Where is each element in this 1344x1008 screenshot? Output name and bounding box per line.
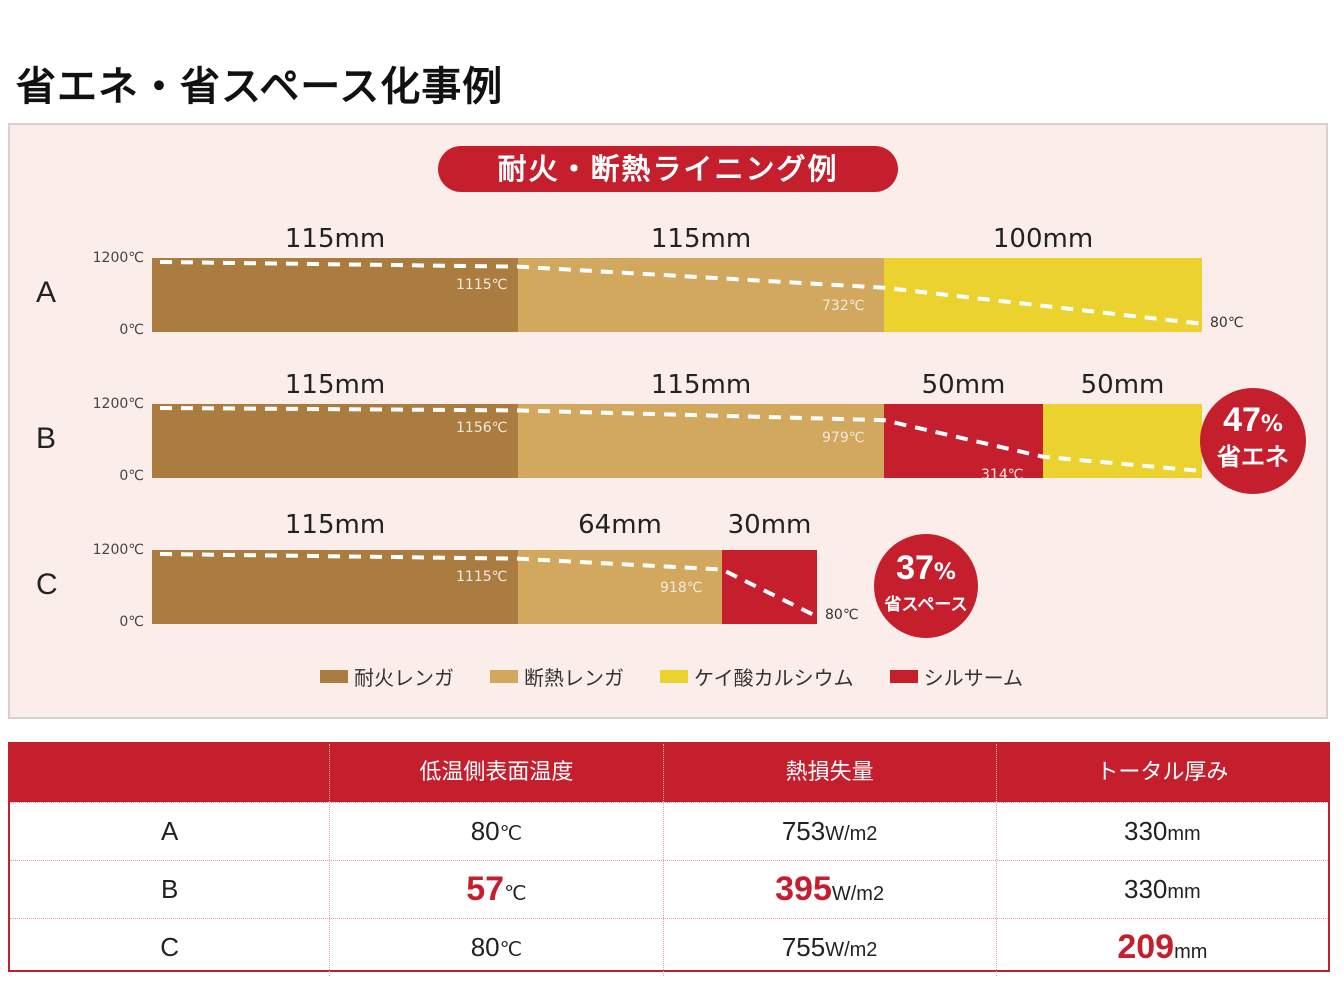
layer-firebrick (152, 404, 518, 478)
savings-percent: 47% (1223, 401, 1283, 439)
savings-badge: 37% 省スペース (874, 534, 978, 638)
interface-temp-label: 314℃ (981, 466, 1024, 483)
cell-unit: mm (1174, 941, 1208, 963)
thickness-label: 115mm (284, 370, 386, 400)
row-label-cell: A (160, 816, 179, 846)
cell-value: 330 (1124, 874, 1168, 904)
table-row: B 57℃ 395W/m2 330mm (10, 860, 1328, 918)
layer-firebrick (152, 258, 518, 332)
axis-bottom-label: 0℃ (119, 468, 144, 484)
legend-item-silthermal: シルサーム (889, 662, 1024, 691)
comparison-table: 低温側表面温度 熱損失量 トータル厚み A 80℃ 753W/m2 330mm B 57℃… (8, 742, 1330, 976)
cell-unit: W/m2 (825, 823, 878, 845)
cell-value: 330 (1124, 816, 1168, 846)
interface-temp-label: 918℃ (660, 579, 703, 596)
table-header-cell (10, 744, 329, 802)
row-label-b: B (36, 422, 57, 455)
thickness-label: 100mm (992, 224, 1094, 254)
interface-temp-label: 1115℃ (456, 568, 508, 585)
thickness-label: 115mm (284, 510, 386, 540)
surface-temp-cell: 57℃ (329, 861, 662, 918)
thickness-label: 64mm (578, 510, 662, 540)
row-label-cell: B (160, 874, 179, 904)
cell-unit: ℃ (499, 823, 523, 845)
legend-label: シルサーム (923, 665, 1024, 690)
interface-temp-label: 80℃ (825, 606, 859, 623)
legend-label: ケイ酸カルシウム (694, 665, 854, 690)
savings-text: 省エネ (1217, 443, 1289, 471)
thickness-label: 115mm (284, 224, 386, 254)
surface-temp-cell: 80℃ (329, 803, 662, 860)
total-thickness-cell: 330mm (995, 803, 1328, 860)
table-header-surface-temp: 低温側表面温度 (329, 744, 662, 802)
table-header: 低温側表面温度 熱損失量 トータル厚み (10, 744, 1328, 802)
row-label-cell: C (160, 932, 180, 962)
total-thickness-cell: 330mm (995, 861, 1328, 918)
legend-item-insulating_brick: 断熱レンガ (490, 662, 624, 691)
cell-unit: W/m2 (825, 939, 878, 961)
thickness-label: 115mm (650, 224, 752, 254)
cell-unit: ℃ (499, 939, 523, 961)
interface-temp-label: 979℃ (822, 430, 865, 447)
cell-value: 57 (466, 870, 505, 908)
cell-value: 395 (775, 870, 832, 908)
thickness-label: 50mm (921, 370, 1006, 400)
heat-loss-cell: 753W/m2 (662, 803, 996, 860)
interface-temp-label: 1115℃ (456, 276, 508, 293)
savings-badge: 47% 省エネ (1200, 388, 1306, 494)
thickness-label: 30mm (727, 510, 812, 540)
axis-bottom-label: 0℃ (119, 322, 144, 338)
layer-calcium_silicate (884, 258, 1202, 332)
savings-text: 省スペース (884, 595, 968, 615)
panel-title: 耐火・断熱ライニング例 (438, 146, 898, 192)
legend-label: 耐火レンガ (354, 665, 454, 690)
layer-insulating_brick (518, 258, 884, 332)
legend-swatch (320, 669, 348, 683)
cell-unit: mm (1167, 823, 1201, 845)
page-title: 省エネ・省スペース化事例 (16, 64, 504, 110)
legend: 耐火レンガ 断熱レンガ ケイ酸カルシウム シルサーム (320, 662, 1024, 691)
cell-unit: ℃ (504, 883, 527, 905)
layer-firebrick (152, 550, 518, 624)
legend-swatch (490, 669, 518, 683)
cell-value: 755 (781, 932, 826, 962)
legend-swatch (660, 669, 688, 683)
thickness-label: 115mm (650, 370, 752, 400)
table-header-heat-loss: 熱損失量 (662, 744, 996, 802)
cell-unit: mm (1167, 881, 1201, 903)
cell-unit: W/m2 (831, 883, 885, 905)
legend-item-firebrick: 耐火レンガ (320, 662, 454, 691)
interface-temp-label: 80℃ (1210, 314, 1244, 331)
axis-top-label: 1200℃ (92, 250, 144, 266)
thickness-label: 50mm (1080, 370, 1165, 400)
legend-swatch (889, 669, 918, 683)
cell-value: 209 (1117, 928, 1175, 966)
axis-top-label: 1200℃ (92, 396, 144, 412)
heat-loss-cell: 395W/m2 (662, 861, 996, 918)
axis-top-label: 1200℃ (92, 542, 144, 558)
table-header-total-thickness: トータル厚み (995, 744, 1328, 802)
cell-value: 80 (470, 932, 500, 962)
interface-temp-label: 1156℃ (456, 420, 508, 437)
legend-item-calcium_silicate: ケイ酸カルシウム (660, 662, 854, 691)
heat-loss-cell: 755W/m2 (662, 919, 996, 976)
axis-bottom-label: 0℃ (119, 614, 144, 630)
table-body: A 80℃ 753W/m2 330mm B 57℃ 395W/m2 330mm C 80℃ 755W… (10, 802, 1328, 976)
layer-calcium_silicate (1043, 404, 1202, 478)
savings-percent: 37% (896, 549, 956, 587)
row-label-a: A (36, 276, 57, 309)
total-thickness-cell: 209mm (995, 919, 1328, 976)
table-row: A 80℃ 753W/m2 330mm (10, 802, 1328, 860)
surface-temp-cell: 80℃ (329, 919, 662, 976)
cell-value: 753 (781, 816, 826, 846)
table-row: C 80℃ 755W/m2 209mm (10, 918, 1328, 976)
legend-label: 断熱レンガ (524, 665, 624, 690)
layer-silthermal (722, 550, 817, 624)
cell-value: 80 (470, 816, 500, 846)
interface-temp-label: 732℃ (822, 297, 865, 314)
row-label-c: C (36, 568, 58, 601)
